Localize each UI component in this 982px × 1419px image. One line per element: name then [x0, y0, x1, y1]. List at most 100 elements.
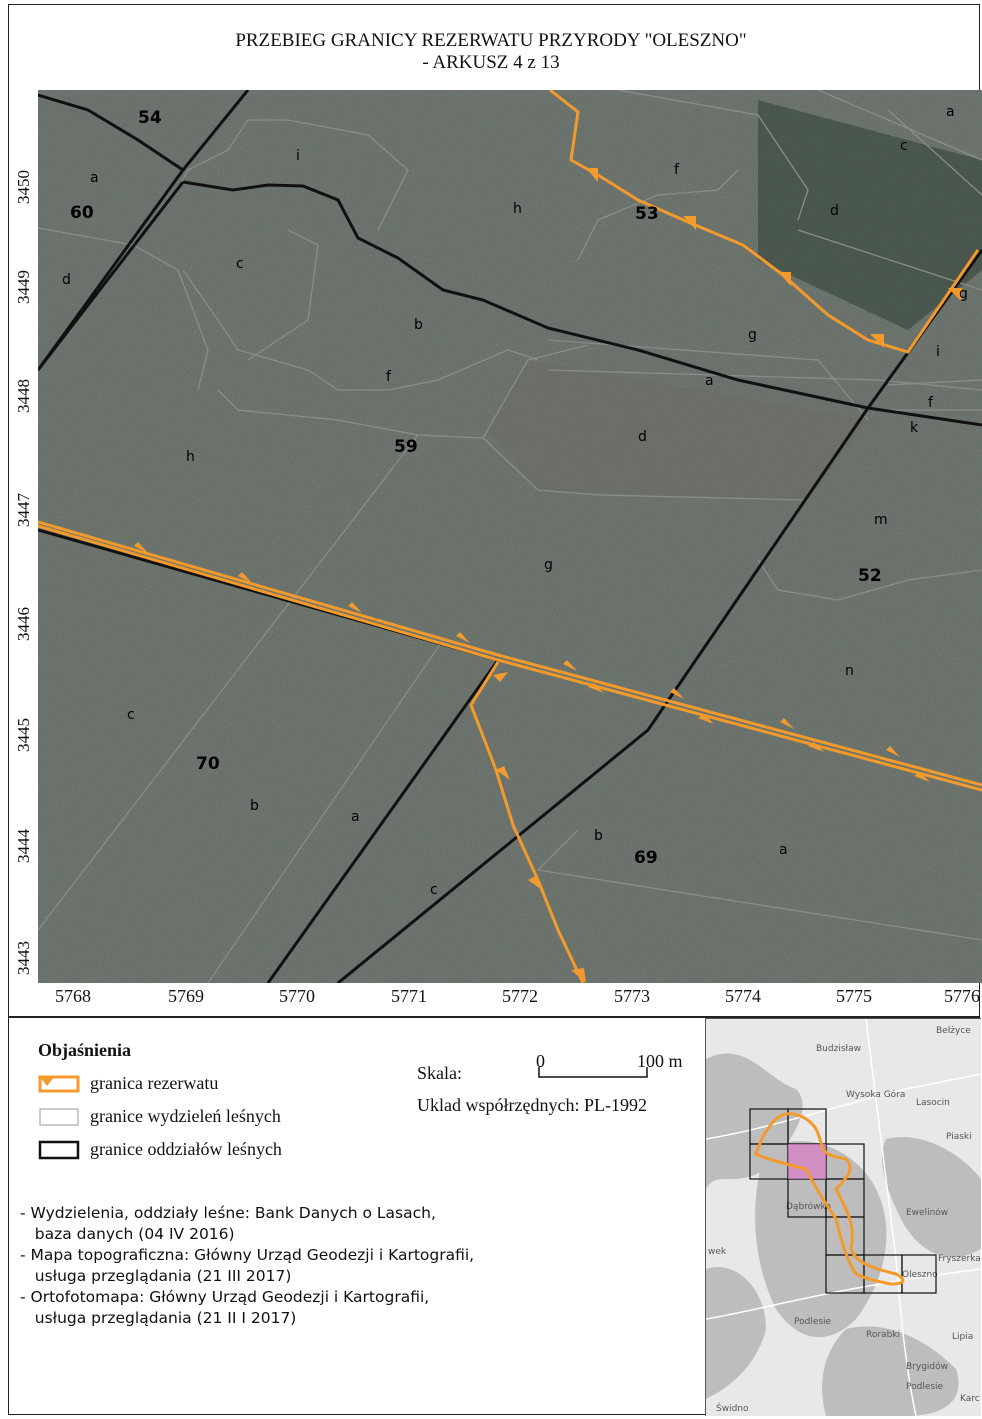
- subdivision-label: h: [186, 449, 195, 465]
- legend-label: granice wydzieleń leśnych: [90, 1106, 281, 1126]
- y-tick-label: 3443: [14, 941, 33, 975]
- subdivision-label: d: [638, 429, 647, 445]
- svg-text:Świdno: Świdno: [716, 1402, 749, 1414]
- source-line: usługa przeglądania (21 III 2017): [20, 1267, 292, 1285]
- orthophoto-map[interactable]: 54 60 53 59 52 70 69 a i c f h d a c d g…: [38, 90, 982, 983]
- y-tick-label: 3446: [14, 607, 33, 641]
- subdivision-label: k: [910, 420, 919, 436]
- reserve-boundary-symbol: [38, 1074, 80, 1094]
- compartment-label: 54: [138, 108, 162, 128]
- compartment-label: 59: [394, 437, 418, 457]
- subdivision-label: b: [414, 317, 423, 333]
- locator-inset-map[interactable]: Bełżyce Budzisław Wysoka Góra Lasocin Pi…: [705, 1018, 981, 1416]
- compartment-label: 60: [70, 203, 94, 223]
- source-line: - Ortofotomapa: Główny Urząd Geodezji i …: [20, 1288, 430, 1306]
- compartment-label: 69: [634, 848, 658, 868]
- x-tick-label: 5776: [944, 986, 980, 1006]
- subdivision-label: d: [830, 203, 839, 219]
- inset-place-labels: Bełżyce Budzisław Wysoka Góra Lasocin Pi…: [708, 1026, 981, 1414]
- title-line-1: PRZEBIEG GRANICY REZERWATU PRZYRODY "OLE…: [235, 30, 747, 51]
- y-tick-label: 3447: [14, 493, 33, 527]
- subdivision-label: g: [748, 327, 757, 343]
- dark-forest-stand: [758, 100, 982, 330]
- legend: Objaśnienia granica rezerwatu granice wy…: [38, 1040, 438, 1166]
- svg-text:Dąbrówka: Dąbrówka: [786, 1201, 831, 1212]
- legend-label: granice oddziałów leśnych: [90, 1139, 282, 1159]
- subdivision-label: c: [236, 256, 244, 272]
- subdivision-label: c: [430, 882, 438, 898]
- forest-compartment-boundaries: [38, 90, 982, 983]
- scale-end: 100 m: [637, 1051, 683, 1071]
- subdivision-label: g: [959, 286, 968, 302]
- subdivision-label: a: [351, 809, 360, 825]
- legend-title: Objaśnienia: [38, 1040, 132, 1060]
- inset-roads: [706, 1019, 981, 1416]
- subdivision-label: a: [946, 104, 955, 120]
- scale-zero: 0: [536, 1051, 545, 1071]
- svg-text:Bełżyce: Bełżyce: [936, 1026, 971, 1036]
- y-tick-label: 3445: [14, 718, 33, 752]
- legend-item-compartment-boundary: granice oddziałów leśnych: [38, 1133, 438, 1166]
- subdivision-label: b: [594, 828, 603, 844]
- map-legend-separator: [8, 1016, 980, 1018]
- compartment-label: 70: [196, 754, 220, 774]
- data-sources: - Wydzielenia, oddziały leśne: Bank Dany…: [20, 1203, 560, 1329]
- legend-label: granica rezerwatu: [90, 1073, 219, 1093]
- x-tick-label: 5768: [55, 986, 91, 1006]
- source-line: usługa przeglądania (21 II I 2017): [20, 1309, 297, 1327]
- subdivision-label: b: [250, 798, 259, 814]
- compartment-label: 52: [858, 566, 882, 586]
- svg-text:Fryszerka: Fryszerka: [938, 1254, 981, 1264]
- x-tick-label: 5770: [279, 986, 315, 1006]
- subdivision-boundary-symbol: [38, 1107, 80, 1127]
- source-line: - Wydzielenia, oddziały leśne: Bank Dany…: [20, 1204, 436, 1222]
- svg-text:Oleszno: Oleszno: [902, 1270, 938, 1280]
- source-line: baza danych (04 IV 2016): [20, 1225, 235, 1243]
- compartment-boundary-symbol: [38, 1140, 80, 1160]
- compartment-label: 53: [635, 204, 659, 224]
- scale-bar: [538, 1067, 648, 1078]
- svg-text:Rorabki: Rorabki: [866, 1330, 900, 1340]
- svg-text:Brygidów: Brygidów: [906, 1361, 948, 1372]
- subdivision-label: f: [928, 395, 933, 411]
- map-title: PRZEBIEG GRANICY REZERWATU PRZYRODY "OLE…: [0, 30, 982, 74]
- y-tick-label: 3450: [14, 170, 33, 204]
- subdivision-label: a: [90, 170, 99, 186]
- svg-text:Karc: Karc: [960, 1394, 980, 1404]
- map-canvas: [38, 90, 982, 983]
- scale-label: Skala:: [417, 1063, 462, 1083]
- svg-text:Piaski: Piaski: [946, 1132, 972, 1142]
- x-tick-label: 5772: [502, 986, 538, 1006]
- inset-reserve-outline: [754, 1112, 905, 1286]
- svg-text:Lasocin: Lasocin: [916, 1098, 950, 1108]
- svg-text:Budzisław: Budzisław: [816, 1044, 861, 1054]
- title-line-2: - ARKUSZ 4 z 13: [422, 52, 560, 73]
- subdivision-label: d: [62, 272, 71, 288]
- subdivision-label: f: [386, 369, 391, 385]
- x-tick-label: 5774: [725, 986, 761, 1006]
- x-tick-label: 5773: [614, 986, 650, 1006]
- svg-text:wek: wek: [708, 1247, 727, 1257]
- legend-item-reserve-boundary: granica rezerwatu: [38, 1067, 438, 1100]
- subdivision-label: i: [296, 148, 300, 164]
- svg-text:Podlesie: Podlesie: [906, 1382, 944, 1392]
- y-tick-label: 3444: [14, 829, 33, 863]
- clearing-stand: [488, 360, 868, 500]
- reserve-boundary: [38, 90, 982, 983]
- subdivision-label: a: [705, 373, 714, 389]
- subdivision-label: a: [779, 842, 788, 858]
- x-tick-label: 5769: [168, 986, 204, 1006]
- subdivision-label: n: [845, 663, 854, 679]
- svg-text:Ewelinów: Ewelinów: [906, 1207, 948, 1218]
- subdivision-label: i: [936, 344, 940, 360]
- scale-block: Skala: 0 100 m Uklad współrzędnych: PL-1…: [417, 1051, 707, 1116]
- subdivision-label: g: [544, 557, 553, 573]
- svg-text:Wysoka Góra: Wysoka Góra: [846, 1089, 905, 1100]
- legend-item-subdivision-boundary: granice wydzieleń leśnych: [38, 1100, 438, 1133]
- subdivision-label: f: [674, 162, 679, 178]
- svg-text:Lipia: Lipia: [952, 1332, 973, 1342]
- subdivision-label: m: [874, 512, 888, 528]
- subdivision-label: c: [900, 138, 908, 154]
- subdivision-label: h: [513, 201, 522, 217]
- y-tick-label: 3448: [14, 379, 33, 413]
